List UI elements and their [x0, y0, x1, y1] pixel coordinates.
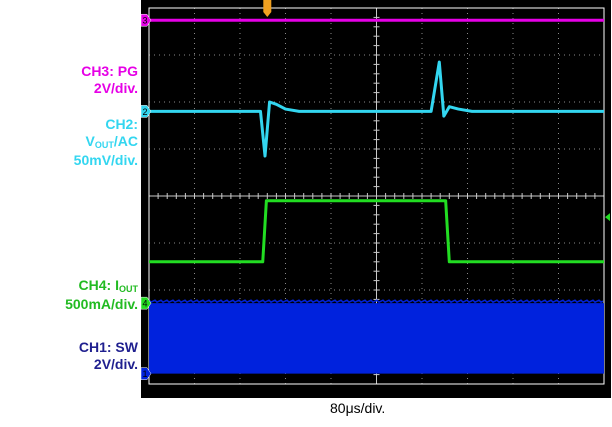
ch4-name-sub: OUT: [119, 284, 138, 294]
ch3-name: CH3: PG: [81, 63, 138, 79]
ch4-name: CH4: IOUT: [65, 277, 138, 296]
ch2-marker-number: 2: [142, 107, 147, 117]
ch1-scale: 2V/div.: [93, 356, 138, 372]
ch2-signal-main: V: [85, 133, 95, 149]
x-axis-label: 80μs/div.: [330, 400, 386, 416]
ch1-name: CH1: SW: [78, 339, 138, 355]
ch2-scale: 50mV/div.: [73, 152, 138, 168]
oscilloscope-screen: 3 2 4 1: [141, 0, 611, 398]
ch3-scale: 2V/div.: [93, 80, 138, 96]
ch2-signal-sub: OUT: [94, 140, 114, 150]
series-ch4-trace: [149, 199, 604, 264]
ch2-name: CH2:: [105, 116, 138, 132]
ch2-label: CH2: VOUT/AC 50mV/div.: [74, 116, 138, 169]
ch3-marker-number: 3: [142, 16, 147, 26]
ch4-name-prefix: CH4: I: [78, 277, 119, 293]
ch4-scale: 500mA/div.: [65, 296, 138, 312]
ch3-ground-marker: [141, 13, 152, 27]
ch4-marker-number: 4: [142, 299, 147, 309]
ch2-signal: VOUT/AC: [74, 133, 138, 152]
trigger-position-marker: [263, 0, 272, 17]
ch4-label: CH4: IOUT 500mA/div.: [65, 277, 138, 313]
ch1-label: CH1: SW 2V/div.: [79, 339, 138, 373]
ch3-label: CH3: PG 2V/div.: [81, 63, 138, 97]
ch2-signal-suffix: /AC: [113, 133, 138, 149]
ch2-ground-marker: [141, 105, 152, 118]
ch1-ground-marker: [141, 367, 152, 380]
ch1-marker-number: 1: [142, 369, 147, 379]
series-ch1-noise: [148, 299, 604, 304]
series-ch1-band: [149, 303, 604, 374]
series-ch2-trace: [149, 60, 604, 158]
graticule-border: [148, 7, 605, 385]
trigger-level-marker: [605, 213, 610, 222]
ch4-ground-marker: [141, 296, 152, 310]
